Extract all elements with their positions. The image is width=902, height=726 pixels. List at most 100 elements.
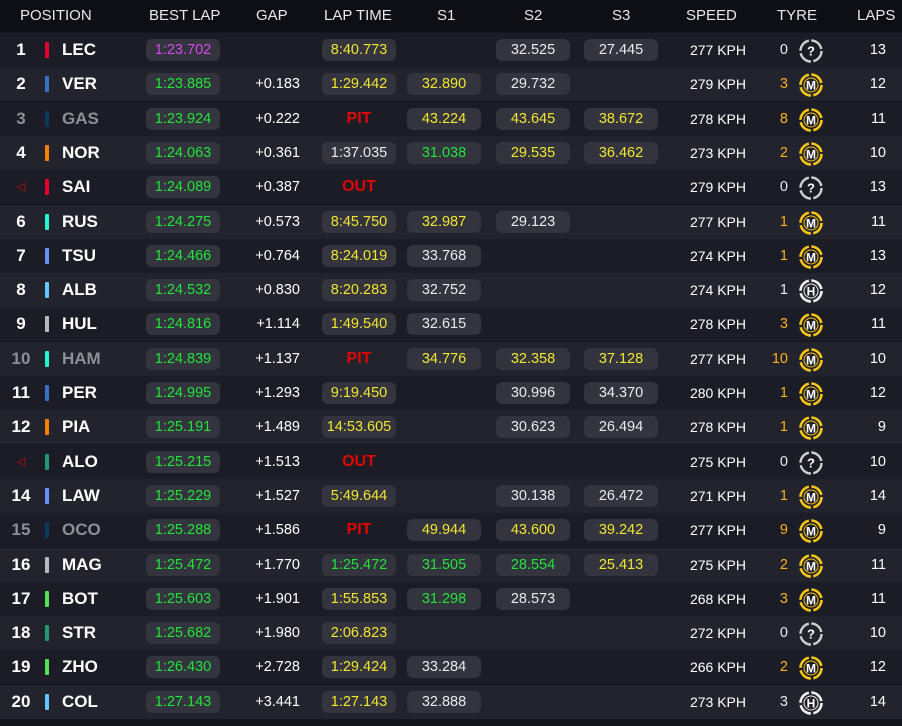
table-row[interactable]: 10 HAM 1:24.839 +1.137 PIT 34.776 32.358 37.128… [0,341,902,376]
table-row[interactable]: 4 NOR 1:24.063 +0.361 1:37.035 31.038 29.535 36… [0,135,902,170]
driver-code[interactable]: TSU [62,245,96,265]
best-lap-time: 1:23.702 [146,39,220,61]
driver-code[interactable]: OCO [62,520,101,540]
laps-count: 12 [869,385,886,401]
header-s2[interactable]: S2 [524,7,543,24]
driver-code[interactable]: ZHO [62,657,98,677]
driver-code[interactable]: MAG [62,554,102,574]
table-row[interactable]: 7 TSU 1:24.466 +0.764 8:24.019 33.768 274 KPH 1… [0,238,902,273]
position-number: 12 [11,417,31,437]
table-row[interactable]: 15 OCO 1:25.288 +1.586 PIT 49.944 43.600 39.242… [0,513,902,548]
driver-code[interactable]: RUS [62,211,98,231]
sector-s1-time: 43.224 [407,107,481,130]
sector-s3-time: 37.128 [584,347,658,370]
table-row[interactable]: ◁ SAI 1:24.089 +0.387 OUT 279 KPH 0? 13 [0,170,902,205]
table-row[interactable]: 1 LEC 1:23.702 8:40.773 32.525 27.445 277 KPH 0… [0,33,902,67]
table-row[interactable]: 19 ZHO 1:26.430 +2.728 1:29.424 33.284 266 KPH… [0,650,902,685]
sector-s1-time: 49.944 [407,519,481,542]
lap-time: 1:25.472 [322,553,396,576]
tyre-stint-count: 1 [779,419,788,436]
driver-code[interactable]: COL [62,691,98,711]
header-laps[interactable]: LAPS [857,7,896,24]
team-color-bar [45,556,49,573]
header-best-lap[interactable]: BEST LAP [149,7,221,24]
table-row[interactable]: 16 MAG 1:25.472 +1.770 1:25.472 31.505 28.554 2… [0,547,902,582]
driver-code[interactable]: ALO [62,451,98,471]
table-row[interactable]: 8 ALB 1:24.532 +0.830 8:20.283 32.752 274 KPH 1… [0,273,902,308]
driver-code[interactable]: STR [62,623,96,643]
lap-time: 5:49.644 [322,484,396,507]
table-row[interactable]: 2 VER 1:23.885 +0.183 1:29.442 32.890 29.732 27… [0,67,902,102]
hard-tyre-icon: H [798,690,824,716]
position-number: 11 [12,383,30,402]
table-row[interactable]: 14 LAW 1:25.229 +1.527 5:49.644 30.138 26.472 2… [0,478,902,513]
speed-value: 275 KPH [689,453,746,470]
driver-code[interactable]: PER [62,383,97,402]
status-badge: PIT [346,521,372,539]
speed-value: 274 KPH [689,247,746,264]
header-position[interactable]: POSITION [20,7,92,24]
driver-code[interactable]: ALB [62,280,97,300]
best-lap-time: 1:24.466 [146,244,220,267]
header-s1[interactable]: S1 [437,7,456,24]
sector-s1-time: 32.888 [407,690,481,713]
driver-code[interactable]: BOT [62,588,98,608]
laps-count: 12 [869,282,886,299]
gap-value: +0.183 [255,76,300,93]
header-gap[interactable]: GAP [256,7,288,24]
speed-value: 274 KPH [689,282,746,299]
tyre-stint-count: 3 [779,316,788,333]
svg-text:M: M [806,490,816,504]
table-row[interactable]: 18 STR 1:25.682 +1.980 2:06.823 272 KPH 0? 10 [0,616,902,651]
table-row[interactable]: 3 GAS 1:23.924 +0.222 PIT 43.224 43.645 38.672 2… [0,101,902,136]
driver-code[interactable]: PIA [62,417,91,437]
driver-code[interactable]: LAW [62,485,100,505]
svg-text:M: M [806,79,816,93]
table-row[interactable]: 6 RUS 1:24.275 +0.573 8:45.750 32.987 29.123 27… [0,204,902,239]
driver-code[interactable]: HAM [62,348,101,368]
driver-code[interactable]: GAS [62,108,99,128]
header-tyre[interactable]: TYRE [777,7,818,24]
header-s3[interactable]: S3 [612,7,631,24]
driver-code[interactable]: VER [62,74,97,94]
sector-s1-time: 33.284 [407,656,481,679]
speed-value: 266 KPH [689,659,746,676]
driver-code[interactable]: LEC [62,40,96,59]
medium-tyre-icon: M [798,518,824,544]
position-number: 6 [16,211,26,231]
speed-value: 279 KPH [689,179,746,196]
table-row[interactable]: 12 PIA 1:25.191 +1.489 14:53.605 30.623 26.494… [0,410,902,445]
driver-code[interactable]: HUL [62,314,97,334]
driver-code[interactable]: NOR [62,142,100,162]
sector-s3-time: 26.494 [584,416,658,439]
table-row[interactable]: 9 HUL 1:24.816 +1.114 1:49.540 32.615 278 KPH 3… [0,307,902,342]
position-number: 4 [16,142,26,162]
table-row[interactable]: 20 COL 1:27.143 +3.441 1:27.143 32.888 273 KPH… [0,684,902,719]
position-number: 19 [11,657,31,677]
medium-tyre-icon: M [798,655,824,681]
gap-value: +0.573 [255,213,300,230]
table-row[interactable]: 17 BOT 1:25.603 +1.901 1:55.853 31.298 28.573 2… [0,581,902,616]
svg-text:H: H [807,696,816,710]
best-lap-time: 1:23.885 [146,73,220,96]
sector-s1-time: 31.038 [407,141,481,164]
medium-tyre-icon: M [798,210,824,236]
table-row[interactable]: 11 PER 1:24.995 +1.293 9:19.450 30.996 34.370 2… [0,376,902,410]
svg-text:M: M [806,525,816,539]
driver-code[interactable]: SAI [62,177,91,197]
header-speed[interactable]: SPEED [686,7,737,24]
svg-text:M: M [806,250,816,264]
tyre-stint-count: 0 [779,42,788,58]
header-lap-time[interactable]: LAP TIME [324,7,392,24]
speed-value: 280 KPH [689,385,746,401]
retired-indicator-icon: ◁ [16,181,26,194]
table-row[interactable]: ◁ ALO 1:25.215 +1.513 OUT 275 KPH 0? 10 [0,444,902,479]
sector-s1-time: 34.776 [407,347,481,370]
best-lap-time: 1:26.430 [146,656,220,679]
svg-text:M: M [806,216,816,230]
unknown-tyre-icon: ? [798,175,824,201]
team-color-bar [45,316,49,333]
speed-value: 278 KPH [689,419,746,436]
tyre-stint-count: 1 [779,385,788,401]
team-color-bar [45,659,49,676]
